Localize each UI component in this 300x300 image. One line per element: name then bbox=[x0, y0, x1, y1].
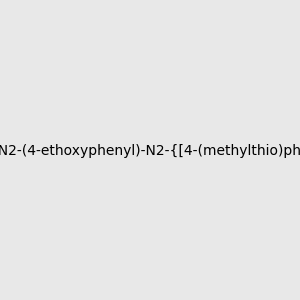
Text: N1-(2,4-dimethylphenyl)-N2-(4-ethoxyphenyl)-N2-{[4-(methylthio)phenyl]sulfonyl}g: N1-(2,4-dimethylphenyl)-N2-(4-ethoxyphen… bbox=[0, 145, 300, 158]
